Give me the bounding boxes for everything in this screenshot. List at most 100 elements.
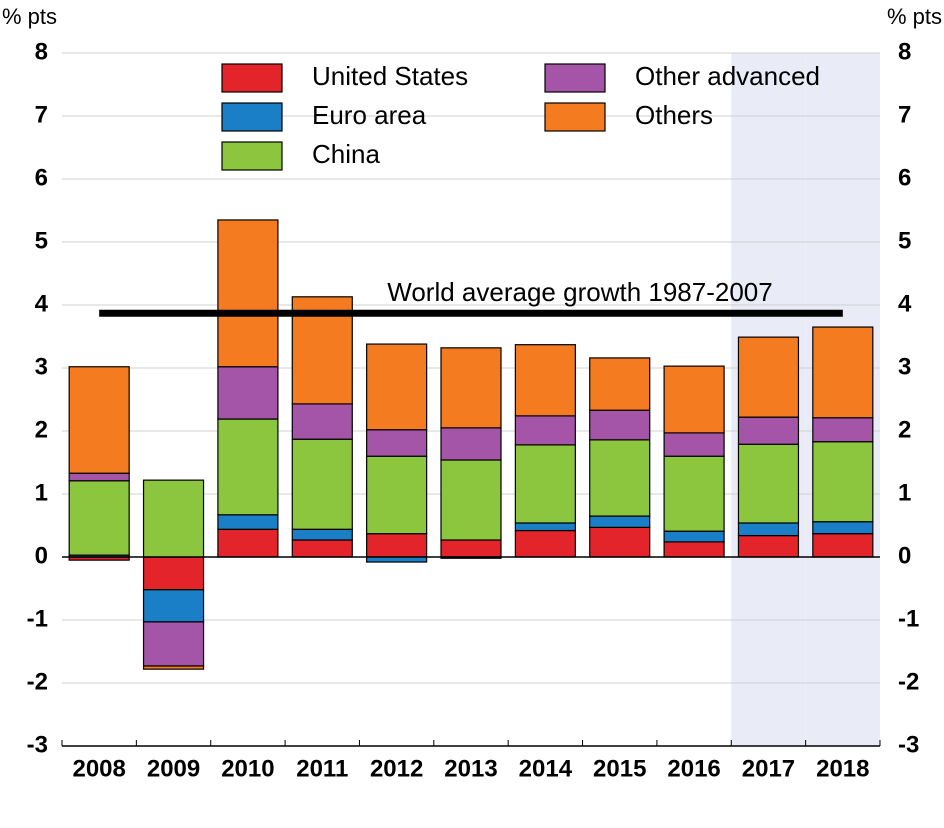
bar-segment bbox=[737, 534, 800, 558]
bar-segment bbox=[663, 365, 725, 434]
bar-segment bbox=[737, 336, 800, 418]
bar-segment bbox=[68, 480, 130, 556]
bar-segment bbox=[291, 539, 353, 558]
bar-segment bbox=[737, 522, 800, 537]
y2-tick-label: 6 bbox=[898, 164, 911, 191]
bar-segment bbox=[291, 528, 353, 541]
bar-segment bbox=[68, 366, 130, 474]
bar-segment bbox=[217, 514, 279, 530]
bar-segment bbox=[812, 326, 874, 419]
bar-segment bbox=[440, 459, 502, 541]
legend-swatch bbox=[221, 63, 283, 93]
y-tick-label: 5 bbox=[35, 227, 48, 254]
bar-segment bbox=[217, 366, 279, 420]
y-tick-label: 8 bbox=[35, 38, 48, 65]
reference-label: World average growth 1987-2007 bbox=[387, 277, 772, 307]
bar-segment bbox=[440, 347, 502, 429]
x-tick-label: 2012 bbox=[370, 755, 423, 782]
y2-tick-label: 4 bbox=[898, 290, 912, 317]
legend-label: Euro area bbox=[312, 100, 427, 130]
legend-swatch bbox=[544, 102, 606, 132]
legend-label: United States bbox=[312, 61, 468, 91]
y-tick-label: 1 bbox=[35, 479, 48, 506]
legend-label: Other advanced bbox=[635, 61, 820, 91]
x-tick-label: 2017 bbox=[742, 755, 795, 782]
y-tick-label: 4 bbox=[35, 290, 49, 317]
bar-segment bbox=[440, 539, 502, 558]
legend-label: Others bbox=[635, 100, 713, 130]
y2-tick-label: 3 bbox=[898, 353, 911, 380]
x-tick-label: 2009 bbox=[147, 755, 200, 782]
y-tick-label: -3 bbox=[27, 731, 48, 758]
bar-segment bbox=[737, 443, 800, 524]
bar-segment bbox=[514, 415, 576, 446]
y2-tick-label: 5 bbox=[898, 227, 911, 254]
bar-segment bbox=[366, 556, 428, 563]
x-tick-label: 2018 bbox=[816, 755, 869, 782]
bar-segment bbox=[142, 589, 205, 623]
bar-segment bbox=[366, 343, 428, 431]
bar-segment bbox=[737, 416, 800, 445]
y2-tick-label: 0 bbox=[898, 542, 911, 569]
bar-segment bbox=[812, 417, 874, 443]
y-tick-label: 7 bbox=[35, 101, 48, 128]
y-tick-label: -1 bbox=[27, 605, 48, 632]
bar-segment bbox=[440, 427, 502, 461]
bar-segment bbox=[663, 432, 725, 457]
bar-segment bbox=[217, 418, 279, 516]
bar-segment bbox=[217, 528, 279, 558]
bar-segment bbox=[217, 219, 279, 368]
y2-tick-label: 8 bbox=[898, 38, 911, 65]
bar-segment bbox=[514, 522, 576, 532]
y2-tick-label: -2 bbox=[898, 668, 919, 695]
y-tick-label: 2 bbox=[35, 416, 48, 443]
x-tick-label: 2010 bbox=[221, 755, 274, 782]
bar-segment bbox=[663, 541, 725, 558]
legend-swatch bbox=[221, 141, 283, 171]
bar-segment bbox=[812, 521, 874, 535]
legend-label: China bbox=[312, 139, 380, 169]
bar-segment bbox=[366, 533, 428, 558]
bar-segment bbox=[291, 438, 353, 530]
bar-segment bbox=[589, 526, 651, 558]
bar-segment bbox=[812, 441, 874, 523]
x-tick-label: 2015 bbox=[593, 755, 646, 782]
legend-swatch bbox=[221, 102, 283, 132]
bar-segment bbox=[589, 439, 651, 517]
y-tick-label: -2 bbox=[27, 668, 48, 695]
bar-segment bbox=[142, 479, 205, 558]
x-tick-label: 2011 bbox=[296, 755, 348, 782]
bar-segment bbox=[291, 403, 353, 440]
bar-segment bbox=[589, 409, 651, 441]
y2-tick-label: 2 bbox=[898, 416, 911, 443]
y2-tick-label: 7 bbox=[898, 101, 911, 128]
bar-segment bbox=[366, 429, 428, 457]
bar-segment bbox=[812, 533, 874, 558]
x-tick-label: 2013 bbox=[444, 755, 497, 782]
y-axis-label: % pts bbox=[2, 4, 57, 29]
bar-segment bbox=[589, 515, 651, 528]
bar-segment bbox=[142, 665, 205, 670]
y-tick-label: 0 bbox=[35, 542, 48, 569]
legend-swatch bbox=[544, 63, 606, 93]
bar-segment bbox=[514, 444, 576, 524]
y2-tick-label: -3 bbox=[898, 731, 919, 758]
y2-axis-label: % pts bbox=[887, 4, 942, 29]
y-tick-label: 3 bbox=[35, 353, 48, 380]
bar-segment bbox=[663, 530, 725, 543]
bar-segment bbox=[514, 344, 576, 417]
bar-segment bbox=[663, 455, 725, 532]
bar-segment bbox=[142, 621, 205, 667]
bar-segment bbox=[514, 529, 576, 558]
bar-segment bbox=[68, 472, 130, 482]
x-tick-label: 2008 bbox=[72, 755, 125, 782]
x-tick-label: 2016 bbox=[667, 755, 720, 782]
x-tick-label: 2014 bbox=[519, 755, 573, 782]
y-tick-label: 6 bbox=[35, 164, 48, 191]
y2-tick-label: 1 bbox=[898, 479, 911, 506]
bar-segment bbox=[366, 455, 428, 535]
bar-segment bbox=[142, 556, 205, 591]
bar-segment bbox=[589, 357, 651, 411]
y2-tick-label: -1 bbox=[898, 605, 919, 632]
